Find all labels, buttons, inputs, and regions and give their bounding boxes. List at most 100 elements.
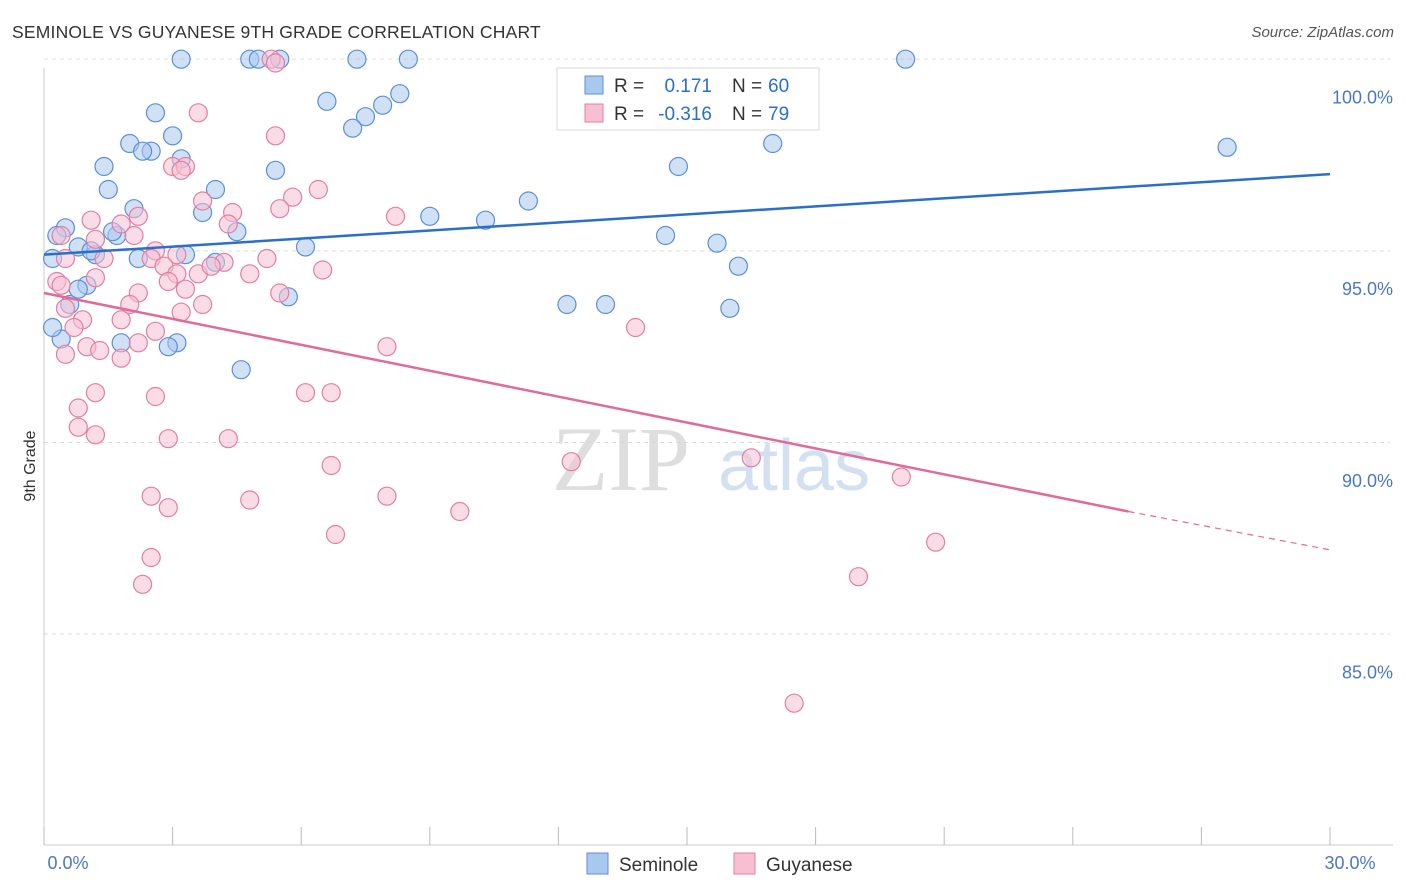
- guyanese-point: [193, 191, 213, 211]
- seminole-point: [355, 107, 376, 127]
- guyanese-point: [321, 455, 341, 476]
- guyanese-point: [55, 344, 76, 364]
- stats-r-value-seminole: 0.171: [664, 76, 712, 97]
- guyanese-point: [81, 210, 101, 230]
- guyanese-point: [85, 425, 106, 445]
- seminole-point: [205, 179, 226, 200]
- seminole-point: [343, 118, 363, 138]
- guyanese-point: [321, 383, 341, 403]
- seminole-point: [668, 156, 689, 177]
- guyanese-point: [377, 486, 397, 506]
- legend-label-guyanese: Guyanese: [766, 855, 853, 876]
- guyanese-point: [90, 340, 110, 361]
- guyanese-point: [158, 498, 178, 518]
- stats-box: R = 0.171 N = 60 R = -0.316 N = 79: [556, 67, 820, 131]
- watermark: ZIP atlas: [552, 408, 870, 510]
- guyanese-point: [51, 275, 71, 295]
- stats-n-label-guyanese: N =: [732, 104, 762, 125]
- guyanese-point: [561, 452, 581, 472]
- guyanese-point: [124, 225, 144, 246]
- stats-n-value-guyanese: 79: [768, 104, 789, 125]
- guyanese-point: [270, 199, 290, 219]
- seminole-point: [763, 133, 783, 154]
- guyanese-point: [325, 524, 346, 545]
- guyanese-point: [201, 256, 221, 276]
- seminole-point: [158, 337, 178, 357]
- guyanese-point: [111, 310, 131, 330]
- guyanese-point: [891, 467, 911, 487]
- seminole-point: [398, 49, 418, 69]
- guyanese-point: [85, 268, 106, 288]
- seminole-point: [265, 160, 286, 180]
- guyanese-point: [188, 103, 208, 123]
- guyanese-point: [128, 333, 148, 353]
- stats-r-label-seminole: R =: [614, 76, 644, 97]
- guyanese-point: [283, 187, 303, 207]
- guyanese-point: [64, 317, 84, 338]
- guyanese-point: [741, 448, 761, 468]
- guyanese-point: [145, 386, 166, 407]
- guyanese-point: [218, 214, 238, 234]
- guyanese-point: [784, 693, 804, 713]
- guyanese-point: [68, 417, 88, 437]
- guyanese-point: [111, 214, 131, 234]
- seminole-point: [475, 210, 496, 230]
- seminole-point: [163, 126, 183, 146]
- seminole-point: [347, 49, 367, 69]
- guyanese-point: [295, 383, 316, 403]
- seminole-point: [132, 141, 153, 161]
- guyanese-point: [85, 383, 106, 403]
- guyanese-point: [171, 160, 191, 180]
- guyanese-point: [68, 398, 88, 418]
- stats-r-label-guyanese: R =: [614, 104, 644, 125]
- guyanese-point: [270, 283, 290, 303]
- y-tick-label: 95.0%: [1342, 279, 1393, 299]
- guyanese-point: [240, 490, 260, 510]
- guyanese-point: [377, 337, 397, 357]
- seminole-point: [728, 256, 749, 276]
- x-tick-label: 0.0%: [47, 853, 88, 873]
- source-label: Source: ZipAtlas.com: [1251, 24, 1394, 41]
- stats-r-value-guyanese: -0.316: [658, 104, 712, 125]
- guyanese-point: [926, 532, 946, 552]
- seminole-point: [595, 294, 616, 315]
- guyanese-point: [85, 229, 106, 249]
- seminole-point: [655, 225, 676, 246]
- y-tick-label: 100.0%: [1332, 88, 1393, 108]
- guyanese-point: [848, 567, 869, 587]
- guyanese-point: [141, 486, 161, 506]
- stats-n-value-seminole: 60: [768, 76, 789, 97]
- seminole-point: [1217, 137, 1237, 157]
- y-tick-label: 85.0%: [1342, 663, 1393, 683]
- guyanese-point: [265, 126, 286, 146]
- guyanese-point: [625, 317, 646, 338]
- seminole-point: [557, 294, 577, 315]
- guyanese-point: [132, 574, 153, 594]
- guyanese-point: [450, 501, 470, 522]
- stats-n-label-seminole: N =: [732, 76, 762, 97]
- guyanese-point: [94, 248, 114, 269]
- seminole-point: [98, 179, 118, 200]
- x-tick-label: 30.0%: [1324, 853, 1375, 873]
- axes-layer: 100.0% 95.0% 90.0% 85.0% 0.0% 30.0%: [43, 68, 1393, 873]
- guyanese-point: [240, 264, 260, 284]
- y-tick-label: 90.0%: [1342, 471, 1393, 491]
- seminole-point: [317, 91, 337, 111]
- watermark-atlas: atlas: [718, 426, 870, 506]
- guyanese-point: [313, 260, 333, 280]
- stats-swatch-seminole: [584, 75, 604, 95]
- chart-title: SEMINOLE VS GUYANESE 9TH GRADE CORRELATI…: [12, 22, 541, 42]
- seminole-point: [707, 233, 727, 253]
- seminole-point: [373, 95, 393, 115]
- y-axis-label: 9th Grade: [22, 430, 39, 501]
- legend-label-seminole: Seminole: [619, 855, 698, 876]
- trend-layer: [43, 172, 1331, 551]
- stats-swatch-guyanese: [584, 103, 604, 123]
- seminole-point: [720, 298, 740, 318]
- seminole-point: [390, 84, 410, 104]
- guyanese-point: [175, 279, 196, 299]
- seminole-trend-line: [43, 172, 1331, 256]
- seminole-point: [420, 206, 440, 226]
- seminole-point: [295, 237, 316, 257]
